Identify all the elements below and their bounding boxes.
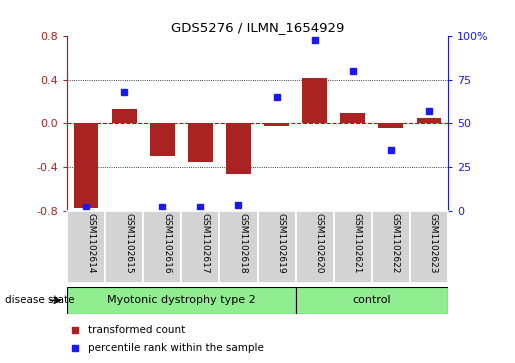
Text: transformed count: transformed count xyxy=(88,325,185,335)
Text: GSM1102619: GSM1102619 xyxy=(277,213,285,274)
Bar xyxy=(112,109,136,123)
Bar xyxy=(219,211,258,283)
Text: disease state: disease state xyxy=(5,295,75,305)
Text: percentile rank within the sample: percentile rank within the sample xyxy=(88,343,264,353)
Bar xyxy=(74,123,98,208)
Bar xyxy=(67,287,296,314)
Text: GSM1102616: GSM1102616 xyxy=(162,213,171,274)
Bar xyxy=(258,211,296,283)
Text: GSM1102621: GSM1102621 xyxy=(353,213,362,274)
Bar xyxy=(67,211,105,283)
Text: control: control xyxy=(352,295,391,305)
Bar xyxy=(296,211,334,283)
Text: GSM1102614: GSM1102614 xyxy=(86,213,95,274)
Text: GSM1102622: GSM1102622 xyxy=(391,213,400,274)
Text: GSM1102623: GSM1102623 xyxy=(429,213,438,274)
Bar xyxy=(417,118,441,123)
Text: GSM1102615: GSM1102615 xyxy=(124,213,133,274)
Bar xyxy=(334,211,372,283)
Bar xyxy=(150,123,175,156)
Bar xyxy=(105,211,143,283)
Text: GSM1102620: GSM1102620 xyxy=(315,213,323,274)
Bar xyxy=(410,211,448,283)
Bar xyxy=(372,211,410,283)
Title: GDS5276 / ILMN_1654929: GDS5276 / ILMN_1654929 xyxy=(171,21,344,34)
Bar xyxy=(379,123,403,128)
Bar xyxy=(302,78,327,123)
Bar xyxy=(296,287,448,314)
Text: GSM1102618: GSM1102618 xyxy=(238,213,247,274)
Text: Myotonic dystrophy type 2: Myotonic dystrophy type 2 xyxy=(107,295,255,305)
Bar xyxy=(226,123,251,174)
Bar xyxy=(188,123,213,162)
Bar xyxy=(143,211,181,283)
Text: GSM1102617: GSM1102617 xyxy=(200,213,209,274)
Bar xyxy=(181,211,219,283)
Bar xyxy=(264,123,289,126)
Bar xyxy=(340,113,365,123)
